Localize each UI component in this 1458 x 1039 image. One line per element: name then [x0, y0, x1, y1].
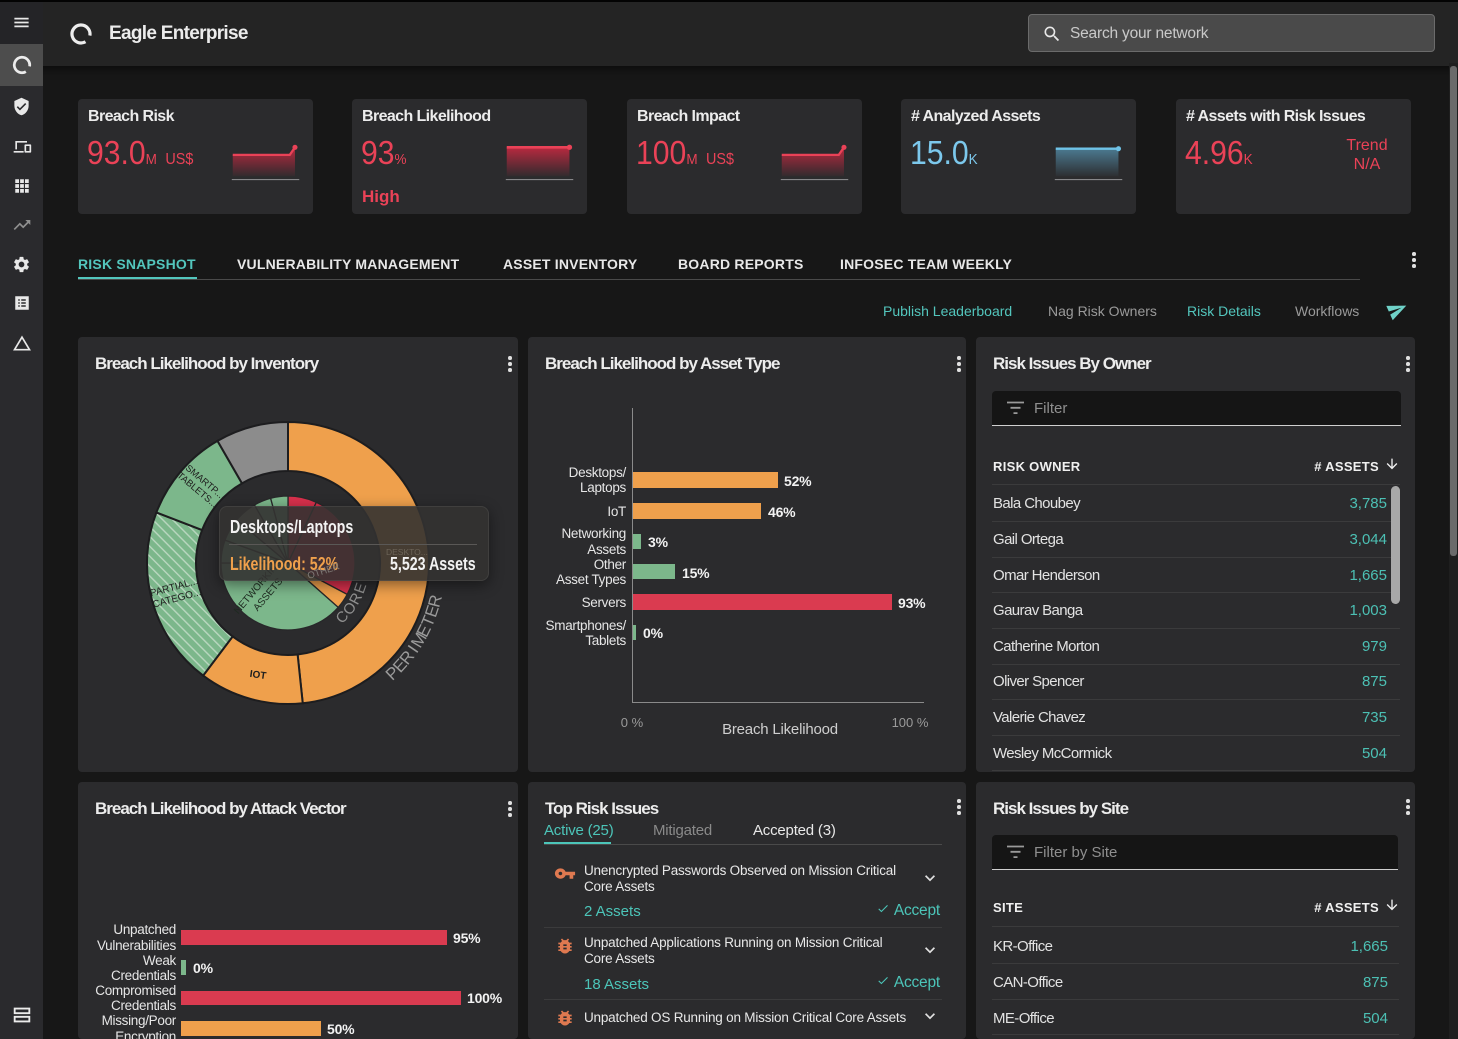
svg-text:R: R	[424, 593, 445, 610]
svg-text:IOT: IOT	[249, 669, 267, 682]
